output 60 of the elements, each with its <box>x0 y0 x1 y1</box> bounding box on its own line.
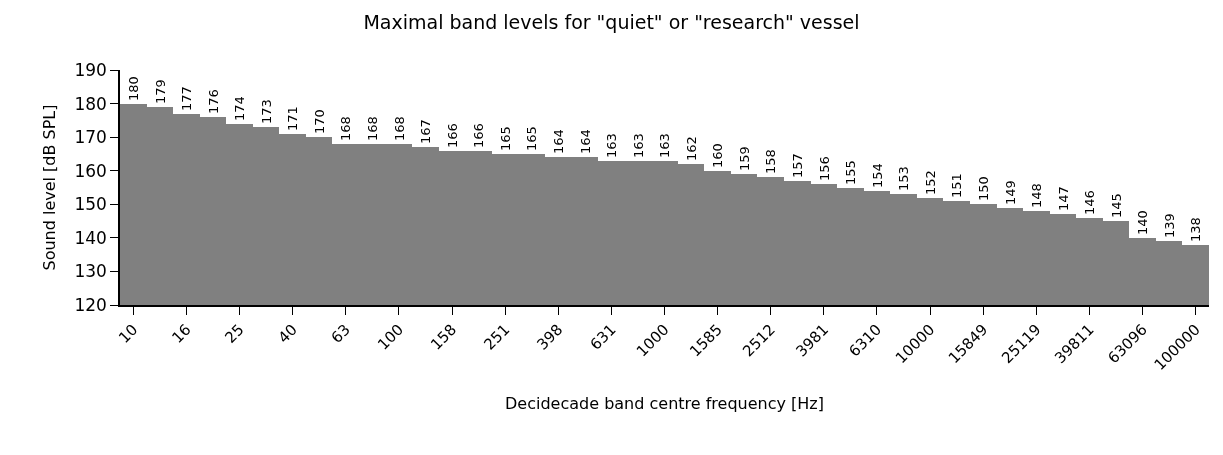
data-label: 165 <box>524 126 539 151</box>
data-label: 168 <box>391 116 407 141</box>
data-label: 163 <box>657 133 672 158</box>
y-tick-label: 140 <box>74 227 107 248</box>
data-label: 163 <box>630 133 646 158</box>
x-tick-label: 100 <box>374 320 408 354</box>
y-tick-label: 130 <box>74 261 107 282</box>
data-label: 173 <box>258 99 274 124</box>
data-label: 156 <box>816 156 832 181</box>
data-label: 165 <box>497 126 513 151</box>
y-tick-label: 170 <box>74 127 107 148</box>
data-label: 166 <box>444 123 460 148</box>
data-label: 179 <box>152 79 168 104</box>
x-tick-label: 10 <box>115 320 142 347</box>
y-tick-label: 120 <box>74 294 107 315</box>
data-label: 168 <box>365 116 380 141</box>
y-tick-label: 180 <box>74 93 107 114</box>
data-label: 167 <box>418 119 433 144</box>
data-label: 145 <box>1108 193 1124 218</box>
data-label: 168 <box>338 116 353 141</box>
x-axis-title: Decidecade band centre frequency [Hz] <box>505 394 824 414</box>
data-label: 163 <box>604 133 619 158</box>
data-label: 148 <box>1029 183 1044 208</box>
data-label: 180 <box>126 76 141 101</box>
data-label: 149 <box>1002 180 1018 205</box>
data-label: 139 <box>1161 213 1177 238</box>
data-label: 171 <box>285 106 300 131</box>
data-label: 164 <box>551 129 566 154</box>
y-axis-title: Sound level [dB SPL] <box>39 104 59 271</box>
chart-title: Maximal band levels for "quiet" or "research" vessel <box>363 11 860 34</box>
data-label: 159 <box>736 146 752 171</box>
x-tick-label: 25 <box>221 320 248 347</box>
data-label: 147 <box>1055 186 1071 211</box>
y-tick-label: 190 <box>74 59 107 80</box>
y-tick-label: 150 <box>74 194 107 215</box>
data-label: 140 <box>1135 210 1150 235</box>
x-tick-label: 251 <box>480 320 514 354</box>
data-label: 177 <box>179 86 194 111</box>
data-label: 153 <box>896 166 911 191</box>
data-label: 162 <box>683 136 699 161</box>
data-label: 160 <box>710 143 725 168</box>
data-label: 146 <box>1082 190 1097 215</box>
x-tick-label: 631 <box>586 320 620 354</box>
data-label: 158 <box>763 149 778 174</box>
data-label: 154 <box>869 163 885 188</box>
data-label: 174 <box>232 96 247 121</box>
data-label: 176 <box>205 89 221 114</box>
data-label: 164 <box>577 129 593 154</box>
x-tick-label: 40 <box>274 320 301 347</box>
data-label: 150 <box>976 176 991 201</box>
data-label: 170 <box>311 109 327 134</box>
data-label: 157 <box>790 153 805 178</box>
y-tick-label: 160 <box>74 160 107 181</box>
data-label: 152 <box>922 170 938 195</box>
data-label: 155 <box>843 160 858 185</box>
data-label: 138 <box>1188 217 1203 242</box>
data-label: 151 <box>949 173 964 198</box>
x-tick-label: 63 <box>327 320 354 347</box>
data-label: 166 <box>471 123 486 148</box>
x-tick-label: 16 <box>168 320 195 347</box>
